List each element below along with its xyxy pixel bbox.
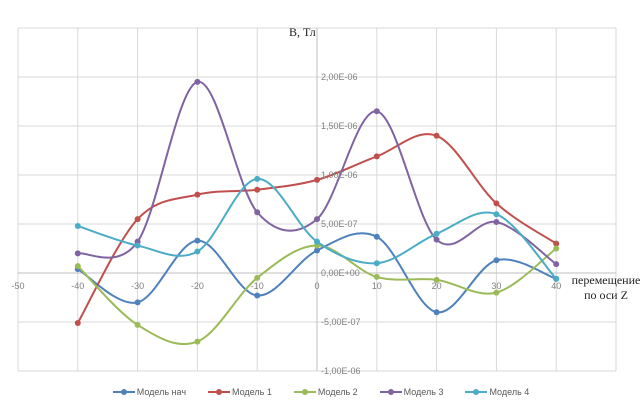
x-tick-label: -50	[11, 281, 24, 291]
data-point	[493, 219, 500, 226]
data-point	[134, 216, 141, 223]
data-point	[194, 78, 201, 85]
x-tick-label: 20	[432, 281, 442, 291]
data-point	[314, 247, 320, 254]
x-tick-label: 40	[551, 281, 561, 291]
series-4	[74, 78, 560, 268]
data-point	[134, 299, 141, 306]
legend-label: Модель нач	[136, 387, 187, 397]
data-point	[254, 274, 261, 281]
x-tick-label: 0	[314, 281, 319, 291]
data-point	[373, 153, 380, 160]
series-5	[74, 175, 560, 282]
legend-marker-icon	[379, 389, 402, 395]
y-tick-label: -1,00E-06	[321, 366, 361, 376]
data-point	[314, 176, 320, 183]
legend-marker-icon	[293, 389, 316, 395]
legend-marker-icon	[465, 389, 488, 395]
y-tick-label: 5,00E-07	[321, 219, 358, 229]
legend-label: Модель 4	[489, 387, 530, 397]
x-tick-label: -20	[191, 281, 204, 291]
x-tick-label: -30	[131, 281, 144, 291]
data-point	[433, 236, 440, 243]
data-point	[433, 276, 440, 283]
data-point	[433, 230, 440, 237]
legend-marker-icon	[208, 389, 231, 395]
data-point	[493, 289, 500, 296]
data-point	[254, 186, 261, 193]
data-point	[314, 238, 320, 245]
data-point	[74, 222, 81, 229]
y-tick-label: 1,00E-06	[321, 170, 358, 180]
data-point	[254, 209, 261, 216]
x-tick-label: 10	[372, 281, 382, 291]
data-point	[373, 233, 380, 240]
data-point	[373, 260, 380, 267]
data-point	[74, 250, 81, 257]
legend-item: Модель 4	[465, 387, 529, 397]
y-tick-label: 0,00E+00	[321, 268, 360, 278]
data-point	[433, 132, 440, 139]
y-tick-label: 2,00E-06	[321, 72, 358, 82]
data-point	[493, 211, 500, 218]
data-point	[74, 263, 81, 270]
data-point	[194, 191, 201, 198]
data-point	[134, 242, 141, 249]
y-tick-label: 1,50E-06	[321, 121, 358, 131]
data-point	[194, 237, 201, 244]
series-2	[74, 132, 560, 326]
data-point	[194, 338, 201, 345]
x-tick-label: 30	[491, 281, 501, 291]
data-point	[254, 175, 261, 182]
data-point	[134, 321, 141, 328]
legend-item: Модель нач	[112, 387, 187, 397]
y-axis-title: B, Тл	[289, 25, 316, 39]
legend-label: Модель 3	[403, 387, 444, 397]
legend: Модель нач Модель 1 Модель 2 Модель 3 Модель…	[0, 387, 642, 397]
data-point	[433, 309, 440, 316]
legend-item: Модель 3	[379, 387, 444, 397]
x-tick-label: -40	[71, 281, 84, 291]
y-tick-label: -5,00E-07	[321, 317, 361, 327]
data-point	[493, 200, 500, 207]
data-point	[553, 240, 560, 247]
data-point	[553, 245, 560, 252]
legend-item: Модель 1	[208, 387, 272, 397]
data-point	[553, 261, 560, 268]
legend-label: Модель 1	[232, 387, 272, 397]
data-point	[373, 273, 380, 280]
x-tick-label: -10	[251, 281, 264, 291]
data-point	[493, 257, 500, 264]
legend-label: Модель 2	[317, 387, 358, 397]
legend-item: Модель 2	[293, 387, 358, 397]
data-point	[314, 216, 320, 223]
data-point	[553, 275, 560, 282]
x-axis-title: перемещение	[572, 273, 641, 287]
series-line	[77, 244, 557, 346]
x-axis-title: по оси Z	[584, 288, 628, 302]
data-point	[74, 319, 81, 326]
legend-marker-icon	[112, 389, 135, 395]
data-point	[254, 292, 261, 299]
data-point	[373, 108, 380, 115]
data-point	[194, 248, 201, 255]
